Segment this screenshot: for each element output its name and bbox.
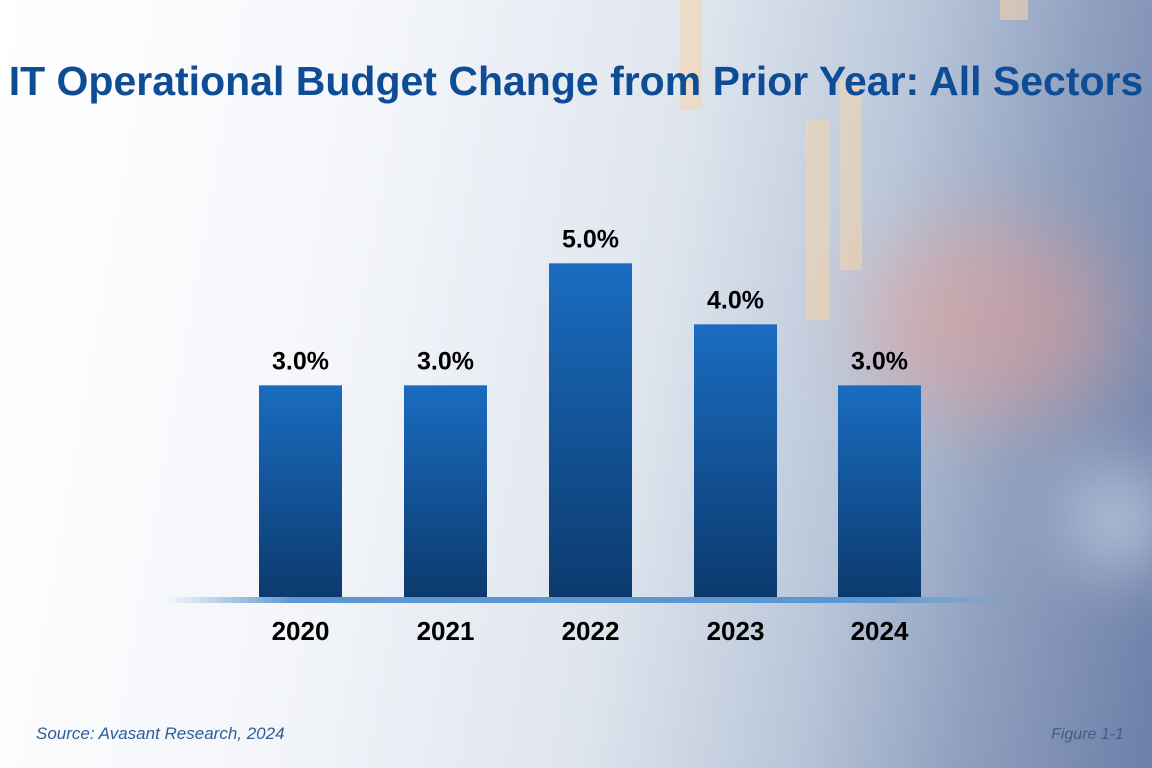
data-label: 3.0% [851,347,908,375]
bar-2024 [838,385,921,597]
x-tick-label: 2021 [417,616,475,646]
background-candle [680,0,702,110]
data-label: 3.0% [417,347,474,375]
data-label: 4.0% [707,286,764,314]
bar-2023 [694,324,777,597]
data-label: 3.0% [272,347,329,375]
x-axis-baseline [165,597,1015,603]
source-note: Source: Avasant Research, 2024 [36,724,285,743]
x-tick-label: 2023 [707,616,765,646]
x-tick-label: 2024 [851,616,909,646]
background-candle [1000,0,1028,20]
figure-label: Figure 1-1 [1051,726,1124,743]
background-candle [840,80,862,270]
x-tick-label: 2022 [562,616,620,646]
background-glow [1080,480,1152,560]
data-label: 5.0% [562,225,619,253]
bar-2020 [259,385,342,597]
background-candle [806,120,830,320]
x-tick-label: 2020 [272,616,330,646]
bar-2022 [549,263,632,597]
bar-2021 [404,385,487,597]
chart-title: IT Operational Budget Change from Prior … [8,58,1144,104]
